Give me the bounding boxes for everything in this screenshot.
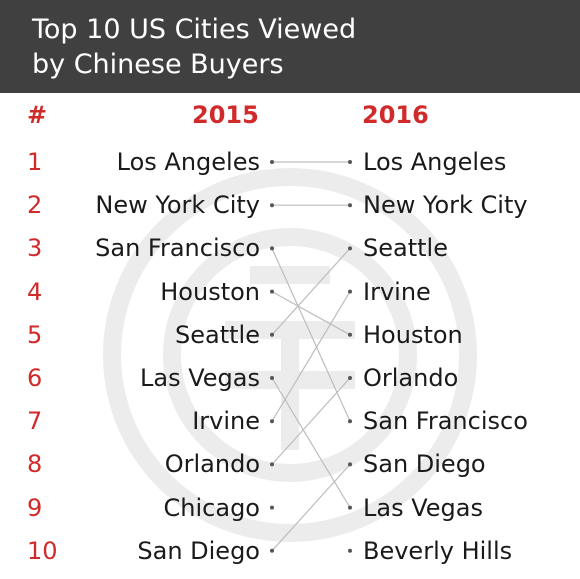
city-2015: Irvine xyxy=(192,407,260,436)
column-header-rank: # xyxy=(27,101,48,129)
rank-number: 1 xyxy=(27,148,43,176)
marker-dot-2016 xyxy=(348,505,352,510)
marker-dot-2015 xyxy=(270,548,274,553)
city-2016: Beverly Hills xyxy=(363,536,513,565)
rank-number: 8 xyxy=(27,450,43,479)
city-2016: Los Angeles xyxy=(363,148,507,176)
city-2016: Houston xyxy=(363,320,463,349)
connector-line xyxy=(271,248,351,422)
city-2015: Las Vegas xyxy=(140,364,260,392)
city-2015: Orlando xyxy=(164,450,260,479)
city-2015: New York City xyxy=(95,191,260,220)
column-header-2015: 2015 xyxy=(192,101,259,129)
city-2015: Houston xyxy=(160,277,260,306)
city-2015: San Francisco xyxy=(95,234,260,263)
marker-dot-2016 xyxy=(348,548,352,553)
city-2016: Orlando xyxy=(363,364,459,392)
marker-dot-2015 xyxy=(270,332,274,337)
marker-dot-2016 xyxy=(348,462,352,467)
city-2015: Los Angeles xyxy=(116,148,260,176)
city-2015: San Diego xyxy=(137,536,260,565)
city-2016: Irvine xyxy=(363,277,431,306)
connector-line xyxy=(271,291,351,422)
city-2015: Seattle xyxy=(175,320,260,349)
marker-dot-2015 xyxy=(270,203,274,208)
city-2016: San Francisco xyxy=(363,407,528,436)
rank-number: 6 xyxy=(27,364,43,392)
marker-dot-2015 xyxy=(270,376,274,380)
chart-title-line-1: Top 10 US Cities Viewed xyxy=(32,14,357,45)
city-2015: Chicago xyxy=(163,493,260,522)
city-2016: San Diego xyxy=(363,450,486,479)
city-2016: Las Vegas xyxy=(363,493,483,522)
marker-dot-2016 xyxy=(348,332,352,337)
connector-line xyxy=(271,377,351,465)
marker-dot-2015 xyxy=(270,462,274,467)
marker-dot-2016 xyxy=(348,160,352,164)
marker-dot-2016 xyxy=(348,419,352,424)
connector-line xyxy=(271,377,351,508)
rank-number: 2 xyxy=(27,191,43,220)
rank-number: 7 xyxy=(27,407,43,436)
city-2016: New York City xyxy=(363,191,528,220)
marker-dot-2016 xyxy=(348,289,352,294)
rank-number: 5 xyxy=(27,320,43,349)
connector-line xyxy=(271,463,351,552)
marker-dot-2015 xyxy=(270,246,274,251)
chart-title-line-2: by Chinese Buyers xyxy=(32,49,284,80)
rank-number: 9 xyxy=(27,493,43,522)
rank-number: 4 xyxy=(27,277,43,306)
rank-number: 3 xyxy=(27,234,43,263)
city-2016: Seattle xyxy=(363,234,448,263)
marker-dot-2016 xyxy=(348,203,352,208)
rank-number: 10 xyxy=(27,536,58,565)
marker-dot-2016 xyxy=(348,376,352,380)
connector-line xyxy=(271,247,351,336)
marker-dot-2015 xyxy=(270,419,274,424)
marker-dot-2016 xyxy=(348,246,352,251)
header-bar: Top 10 US Cities Viewed by Chinese Buyer… xyxy=(0,0,580,93)
marker-dot-2015 xyxy=(270,505,274,510)
marker-dot-2015 xyxy=(270,289,274,294)
connector-line xyxy=(271,291,351,336)
column-header-2016: 2016 xyxy=(362,101,429,129)
marker-dot-2015 xyxy=(270,160,274,164)
